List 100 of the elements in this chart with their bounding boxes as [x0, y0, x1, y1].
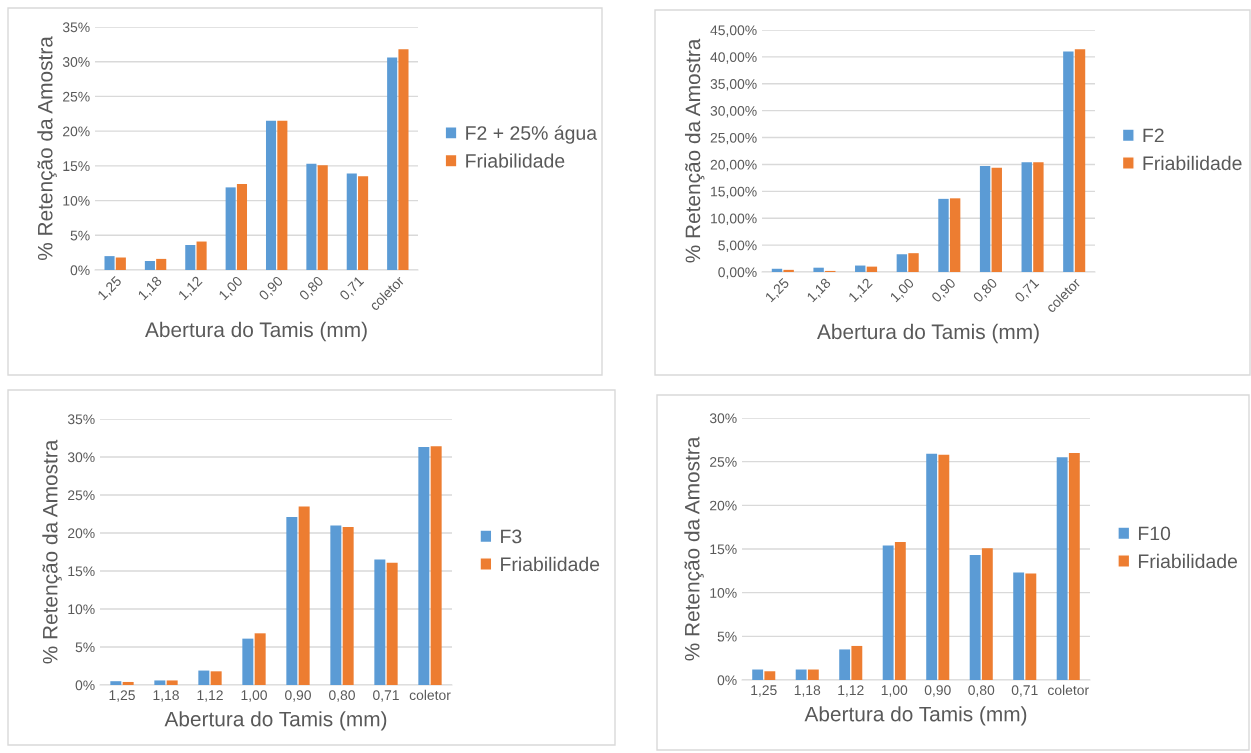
x-tick-label: 0,90: [285, 690, 311, 702]
bar: [783, 269, 794, 272]
x-tick-label: 0,71: [338, 275, 366, 302]
bar: [1021, 162, 1032, 272]
legend-label: Friabilidade: [1138, 553, 1238, 569]
bar: [242, 638, 254, 685]
x-tick-label: 1,00: [889, 277, 916, 304]
x-axis-title: Abertura do Tamis (mm): [804, 706, 1027, 726]
bar: [298, 506, 310, 685]
bar: [110, 681, 122, 685]
y-tick-label: 35%: [62, 22, 90, 33]
bar: [358, 176, 369, 270]
y-tick-label: 0%: [75, 680, 95, 691]
y-tick-label: 35,00%: [710, 79, 757, 91]
bar: [104, 256, 115, 270]
bar: [938, 454, 950, 680]
y-tick-label: 15%: [63, 161, 90, 172]
bar: [752, 669, 764, 680]
bar: [430, 446, 442, 685]
bar: [317, 165, 328, 270]
x-tick-label: 0,90: [930, 277, 958, 304]
bar: [969, 555, 981, 680]
y-tick-label: 5%: [75, 642, 95, 653]
bar: [1063, 51, 1074, 272]
x-axis-title: Abertura do Tamis (mm): [145, 321, 367, 342]
y-tick-label: 10,00%: [711, 213, 757, 226]
x-axis-title: Abertura do Tamis (mm): [817, 323, 1039, 344]
x-tick-label: 1,12: [197, 690, 223, 702]
legend-label: F10: [1138, 526, 1171, 541]
y-tick-label: 25%: [68, 490, 95, 501]
legend-label: Friabilidade: [466, 153, 565, 168]
y-tick-label: 0%: [70, 265, 90, 276]
legend-label: F2 + 25% água: [466, 125, 598, 144]
bar: [839, 649, 851, 680]
bar: [1025, 573, 1037, 680]
y-tick-label: 30%: [62, 57, 90, 67]
x-tick-label: 1,00: [881, 685, 908, 697]
y-tick-label: 10%: [68, 604, 95, 615]
bar: [851, 645, 863, 680]
y-tick-label: 10%: [63, 195, 90, 206]
x-tick-label: 0,80: [329, 690, 355, 702]
bar: [764, 671, 776, 680]
bar: [166, 680, 178, 685]
y-tick-label: 20%: [63, 126, 90, 137]
bar: [795, 669, 807, 680]
legend-label: F2: [1143, 128, 1164, 143]
x-tick-label: 1,18: [153, 690, 179, 702]
y-tick-label: 30%: [67, 452, 95, 463]
bar: [210, 671, 222, 685]
x-tick-label: 1,12: [838, 685, 864, 697]
x-tick-label: 0,71: [1014, 277, 1041, 304]
bar: [374, 559, 386, 685]
bar: [122, 681, 134, 685]
y-tick-label: 20%: [68, 528, 95, 539]
bar: [807, 669, 819, 680]
bar: [154, 680, 166, 685]
y-tick-label: 25%: [710, 457, 737, 467]
bar: [938, 198, 949, 272]
x-axis-title: Abertura do Tamis (mm): [164, 711, 387, 731]
y-tick-label: 5,00%: [718, 240, 757, 252]
bar: [981, 548, 993, 680]
bar: [277, 120, 288, 270]
legend-label: F3: [501, 529, 522, 544]
y-axis-title: % Retenção da Amostra: [684, 38, 705, 263]
bar: [156, 258, 167, 270]
bar: [855, 265, 866, 272]
bar: [196, 241, 207, 270]
y-tick-label: 10%: [710, 588, 737, 598]
bar: [991, 167, 1002, 272]
bar: [398, 49, 409, 270]
x-tick-label: 0,80: [968, 685, 995, 697]
y-tick-label: 15%: [710, 544, 737, 555]
y-tick-label: 15%: [68, 566, 95, 577]
x-tick-label: 1,18: [794, 685, 821, 697]
y-axis-title: % Retenção da Amostra: [684, 436, 704, 661]
bar: [115, 257, 126, 270]
y-tick-label: 20,00%: [710, 159, 757, 172]
bar: [418, 447, 430, 685]
legend-label: Friabilidade: [1143, 155, 1242, 171]
bar: [185, 245, 196, 270]
y-tick-label: 5%: [70, 230, 90, 241]
x-tick-label: coletor: [409, 689, 451, 701]
legend-label: Friabilidade: [501, 556, 600, 572]
bar: [144, 260, 155, 270]
bar: [1013, 572, 1025, 680]
bar: [387, 57, 398, 270]
x-tick-label: 1,25: [751, 685, 777, 697]
bar: [198, 670, 210, 685]
x-tick-label: 0,71: [1011, 685, 1038, 697]
y-tick-label: 45,00%: [710, 25, 757, 37]
bar: [882, 545, 894, 680]
x-tick-label: 1,00: [241, 690, 267, 702]
bar: [979, 166, 991, 272]
y-tick-label: 20%: [710, 500, 737, 511]
bar: [1056, 457, 1068, 680]
bar: [926, 453, 938, 680]
bar: [286, 517, 298, 685]
bar: [908, 253, 919, 272]
bar: [894, 542, 906, 680]
bar: [1068, 452, 1080, 680]
